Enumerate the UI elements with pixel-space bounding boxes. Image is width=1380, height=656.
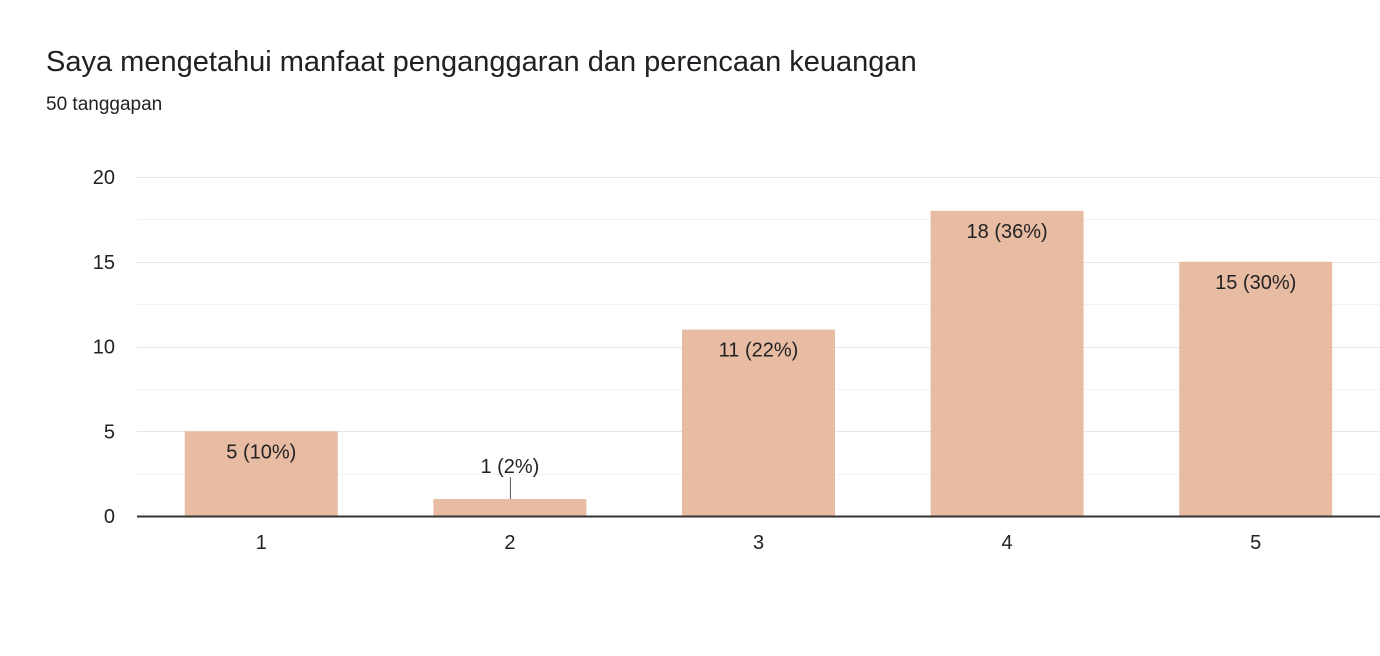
data-label: 11 (22%)	[719, 340, 799, 362]
x-tick-label: 5	[1250, 532, 1261, 554]
y-tick-label: 20	[93, 167, 115, 189]
data-label: 5 (10%)	[226, 441, 296, 463]
y-tick-label: 10	[93, 337, 115, 359]
y-tick-label: 0	[104, 506, 115, 528]
bar-2	[433, 499, 587, 516]
response-count: 50 tanggapan	[46, 94, 163, 115]
bar-1	[184, 431, 338, 516]
bar-4	[930, 210, 1084, 516]
chart-title: Saya mengetahui manfaat penganggaran dan…	[46, 46, 917, 78]
x-tick-label: 3	[753, 532, 764, 554]
data-label: 1 (2%)	[480, 456, 539, 478]
bar-5	[1179, 261, 1333, 516]
x-tick-label: 2	[504, 532, 515, 554]
data-label: 15 (30%)	[1215, 272, 1296, 294]
x-tick-label: 1	[256, 532, 267, 554]
x-tick-label: 4	[1002, 532, 1013, 554]
bar-3	[682, 329, 835, 516]
data-label: 18 (36%)	[967, 221, 1048, 243]
y-tick-label: 5	[104, 421, 115, 443]
y-tick-label: 15	[93, 252, 115, 274]
